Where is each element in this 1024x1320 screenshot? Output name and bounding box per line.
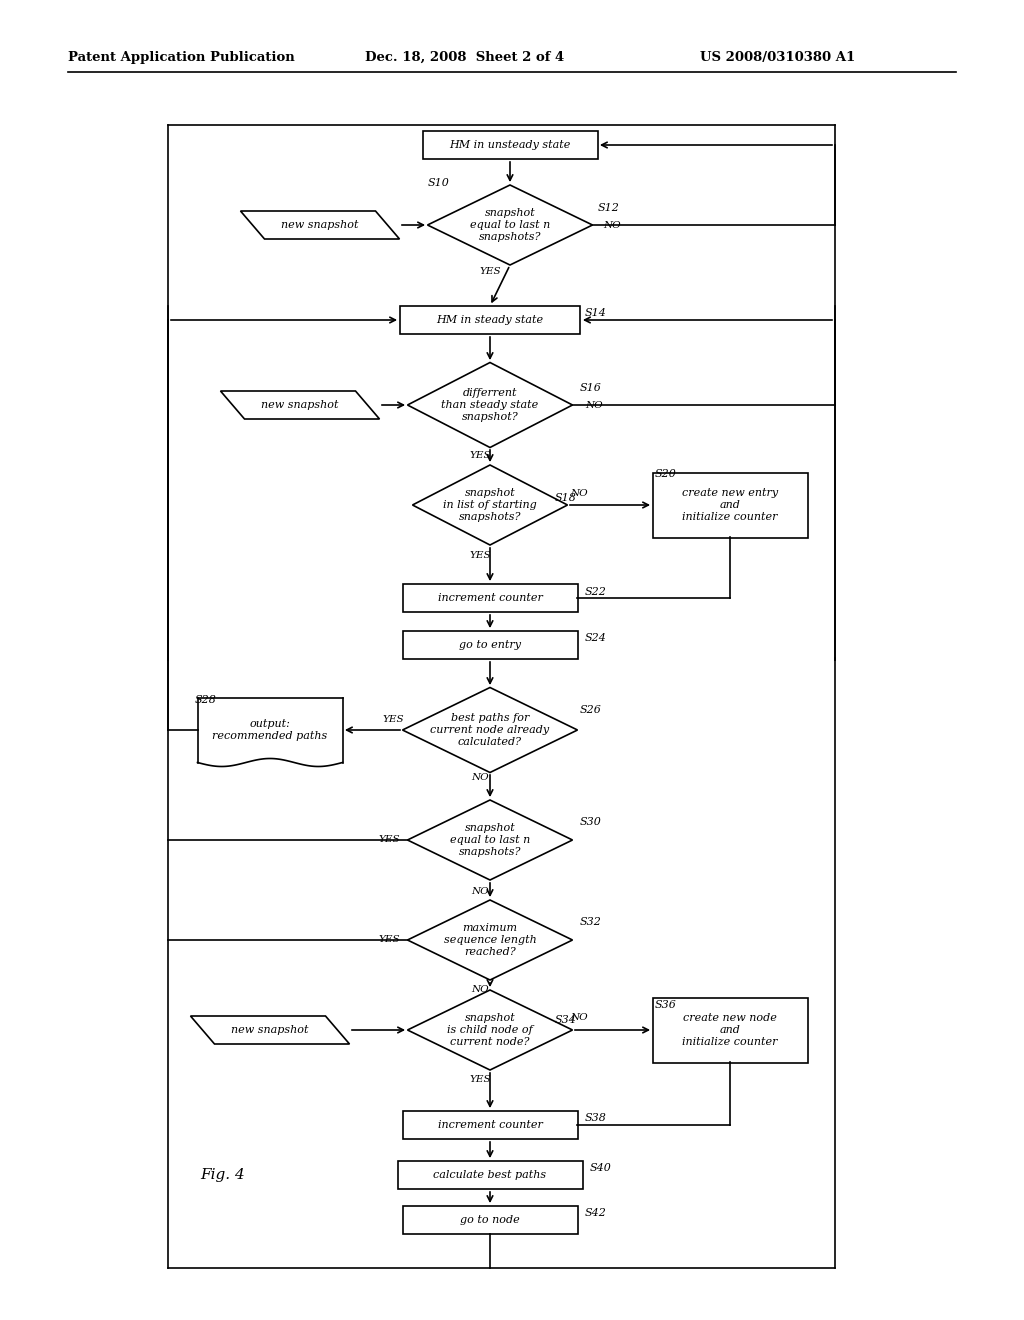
Text: NO: NO (471, 887, 488, 896)
Text: NO: NO (471, 774, 488, 783)
Polygon shape (427, 185, 593, 265)
Text: snapshot
in list of starting
snapshots?: snapshot in list of starting snapshots? (443, 487, 537, 523)
Text: maximum
sequence length
reached?: maximum sequence length reached? (443, 923, 537, 957)
Text: create new entry
and
initialize counter: create new entry and initialize counter (682, 487, 778, 523)
Polygon shape (241, 211, 399, 239)
Text: NO: NO (585, 400, 603, 409)
Polygon shape (408, 990, 572, 1071)
Text: S42: S42 (585, 1208, 607, 1218)
Text: create new node
and
initialize counter: create new node and initialize counter (682, 1012, 778, 1047)
Text: NO: NO (603, 220, 621, 230)
Text: HM in steady state: HM in steady state (436, 315, 544, 325)
Polygon shape (402, 688, 578, 772)
Bar (652, 998, 808, 1063)
Text: S14: S14 (585, 308, 607, 318)
Text: new snapshot: new snapshot (231, 1026, 309, 1035)
Text: S36: S36 (655, 1001, 677, 1010)
Text: NO: NO (570, 490, 588, 499)
Text: new snapshot: new snapshot (261, 400, 339, 411)
Polygon shape (190, 1016, 349, 1044)
Text: YES: YES (379, 936, 400, 945)
Text: snapshot
equal to last n
snapshots?: snapshot equal to last n snapshots? (470, 207, 550, 243)
Text: calculate best paths: calculate best paths (433, 1170, 547, 1180)
Text: YES: YES (379, 836, 400, 845)
Text: S30: S30 (580, 817, 602, 828)
Text: S12: S12 (598, 203, 620, 213)
Text: YES: YES (479, 268, 501, 276)
Text: YES: YES (469, 550, 490, 560)
Bar (402, 1111, 578, 1139)
Text: S24: S24 (585, 634, 607, 643)
Text: HM in unsteady state: HM in unsteady state (450, 140, 570, 150)
Text: S16: S16 (580, 383, 602, 393)
Text: S32: S32 (580, 917, 602, 927)
Bar (652, 473, 808, 537)
Text: output:
recommended paths: output: recommended paths (212, 719, 328, 742)
Text: S10: S10 (428, 178, 450, 187)
Text: snapshot
is child node of
current node?: snapshot is child node of current node? (447, 1012, 532, 1047)
Text: differrent
than steady state
snapshot?: differrent than steady state snapshot? (441, 388, 539, 422)
Polygon shape (408, 900, 572, 979)
Text: S26: S26 (580, 705, 602, 715)
Text: Dec. 18, 2008  Sheet 2 of 4: Dec. 18, 2008 Sheet 2 of 4 (365, 50, 564, 63)
Text: increment counter: increment counter (437, 1119, 543, 1130)
Text: S40: S40 (590, 1163, 612, 1173)
Polygon shape (408, 363, 572, 447)
Text: YES: YES (382, 715, 403, 725)
Text: go to node: go to node (460, 1214, 520, 1225)
Bar (423, 131, 597, 158)
Text: YES: YES (469, 450, 490, 459)
Text: S18: S18 (555, 492, 577, 503)
Text: NO: NO (471, 986, 488, 994)
Text: go to entry: go to entry (459, 640, 521, 649)
Text: Fig. 4: Fig. 4 (200, 1168, 245, 1181)
Bar (402, 1206, 578, 1234)
Text: S38: S38 (585, 1113, 607, 1123)
Text: S22: S22 (585, 587, 607, 597)
Bar (400, 306, 580, 334)
Text: YES: YES (469, 1076, 490, 1085)
Text: increment counter: increment counter (437, 593, 543, 603)
Bar (402, 631, 578, 659)
Text: S20: S20 (655, 469, 677, 479)
Bar (397, 1162, 583, 1189)
Text: best paths for
current node already
calculated?: best paths for current node already calc… (430, 713, 550, 747)
Text: Patent Application Publication: Patent Application Publication (68, 50, 295, 63)
Bar (402, 583, 578, 612)
Text: NO: NO (570, 1014, 588, 1023)
Text: new snapshot: new snapshot (282, 220, 358, 230)
Polygon shape (413, 465, 567, 545)
Text: snapshot
equal to last n
snapshots?: snapshot equal to last n snapshots? (450, 822, 530, 858)
Polygon shape (408, 800, 572, 880)
Text: US 2008/0310380 A1: US 2008/0310380 A1 (700, 50, 855, 63)
Text: S28: S28 (195, 696, 217, 705)
Polygon shape (220, 391, 380, 418)
Text: S34: S34 (555, 1015, 577, 1026)
